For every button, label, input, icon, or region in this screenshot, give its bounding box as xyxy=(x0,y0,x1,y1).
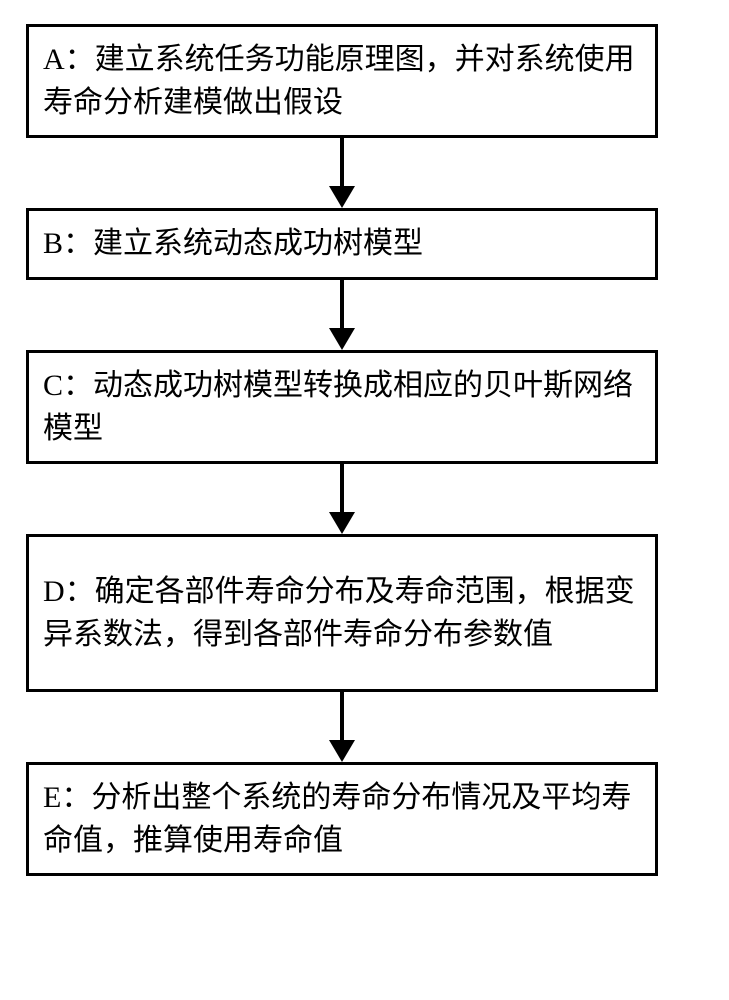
flow-node-B: B：建立系统动态成功树模型 xyxy=(26,208,658,280)
arrow-head-icon xyxy=(329,328,355,350)
flow-node-label: D：确定各部件寿命分布及寿命范围，根据变异系数法，得到各部件寿命分布参数值 xyxy=(43,570,641,657)
flow-node-label: E：分析出整个系统的寿命分布情况及平均寿命值，推算使用寿命值 xyxy=(43,776,641,863)
arrow-head-icon xyxy=(329,512,355,534)
flow-node-E: E：分析出整个系统的寿命分布情况及平均寿命值，推算使用寿命值 xyxy=(26,762,658,876)
flow-node-C: C：动态成功树模型转换成相应的贝叶斯网络模型 xyxy=(26,350,658,464)
arrow-shaft xyxy=(340,138,344,186)
flow-node-label: B：建立系统动态成功树模型 xyxy=(43,222,423,266)
flow-node-A: A：建立系统任务功能原理图，并对系统使用寿命分析建模做出假设 xyxy=(26,24,658,138)
arrow-head-icon xyxy=(329,186,355,208)
arrow-head-icon xyxy=(329,740,355,762)
arrow-shaft xyxy=(340,692,344,740)
flow-node-label: A：建立系统任务功能原理图，并对系统使用寿命分析建模做出假设 xyxy=(43,38,641,125)
arrow-shaft xyxy=(340,464,344,512)
flow-node-label: C：动态成功树模型转换成相应的贝叶斯网络模型 xyxy=(43,364,641,451)
arrow-shaft xyxy=(340,280,344,328)
flow-node-D: D：确定各部件寿命分布及寿命范围，根据变异系数法，得到各部件寿命分布参数值 xyxy=(26,534,658,692)
flowchart-canvas: A：建立系统任务功能原理图，并对系统使用寿命分析建模做出假设 B：建立系统动态成功… xyxy=(0,0,729,1000)
